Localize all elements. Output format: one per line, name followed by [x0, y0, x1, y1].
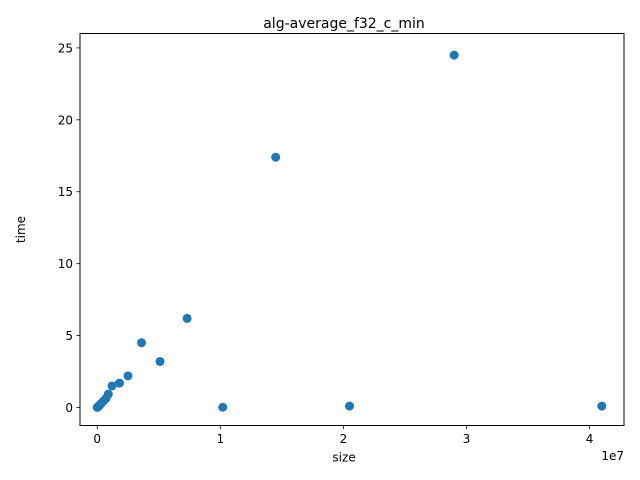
x-tick-label: 4	[586, 432, 594, 446]
chart-title: alg-average_f32_c_min	[263, 16, 425, 32]
y-axis: 0 5 10 15 20 25	[58, 41, 80, 415]
y-axis-label: time	[14, 216, 28, 243]
x-tick-label: 3	[463, 432, 471, 446]
data-point	[137, 338, 147, 348]
data-point	[123, 371, 133, 381]
y-tick-label: 20	[58, 113, 73, 127]
data-point	[597, 401, 607, 411]
data-point	[345, 401, 355, 411]
data-point	[155, 356, 165, 366]
y-tick-label: 5	[65, 329, 73, 343]
data-point	[271, 152, 281, 162]
points-layer	[92, 50, 607, 412]
data-point	[107, 381, 117, 391]
y-tick-label: 10	[58, 257, 73, 271]
data-point	[103, 389, 113, 399]
data-point	[182, 313, 192, 323]
y-tick-label: 0	[65, 401, 73, 415]
x-tick-label: 2	[340, 432, 348, 446]
y-tick-label: 25	[58, 41, 73, 55]
x-axis: 0 1 2 3 4	[93, 425, 594, 446]
x-axis-offset-label: 1e7	[601, 449, 624, 463]
data-point	[114, 378, 124, 388]
x-tick-label: 1	[216, 432, 224, 446]
data-point	[449, 50, 459, 60]
plot-frame	[79, 33, 625, 426]
y-tick-label: 15	[58, 185, 73, 199]
x-axis-label: size	[332, 451, 355, 465]
data-point	[218, 402, 228, 412]
x-tick-label: 0	[93, 432, 101, 446]
